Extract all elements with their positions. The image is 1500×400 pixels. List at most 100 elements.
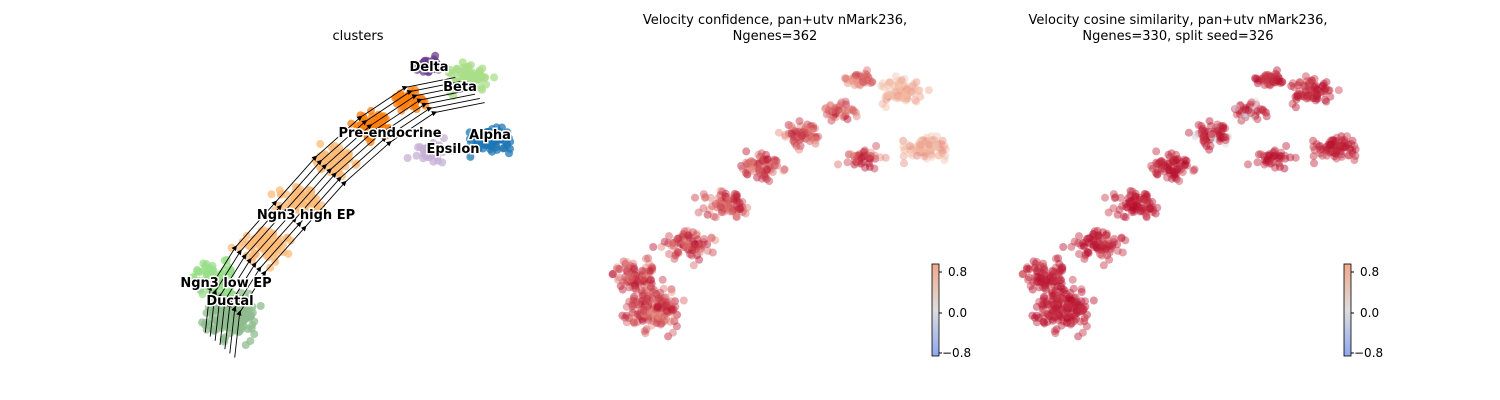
cell-point [1247,109,1255,117]
cell-point [1140,194,1149,203]
cell-point [881,92,890,101]
cell-point [902,85,911,94]
cell-point [863,66,871,75]
cell-point [630,279,639,288]
cell-point [1051,307,1059,315]
cell-point [721,192,730,201]
cell-point [657,319,665,328]
cell-point [908,151,917,160]
cell-point [1051,286,1060,295]
cluster-label-ductal: Ductal [206,294,253,309]
cell-point [654,302,663,311]
cell-point [929,143,938,152]
cell-point [639,277,648,286]
cell-point [837,109,845,117]
cell-point [1142,193,1151,201]
cell-point [850,72,858,81]
cell-point [1113,210,1122,219]
cell-point [759,158,768,167]
cell-point [1170,155,1179,164]
cell-point [854,72,863,81]
cell-point [656,288,665,297]
cell-point [1159,158,1168,167]
cell-point [1318,145,1327,154]
cell-point [637,306,646,315]
cell-point [1070,237,1079,246]
cell-point [792,133,801,142]
cell-point [890,92,899,101]
cell-point [675,233,684,242]
cell-point [920,152,929,161]
cell-point [719,202,728,211]
cell-point [1049,295,1058,304]
cell-point [1119,212,1128,221]
cell-point [1189,166,1198,175]
cell-point [1101,193,1109,202]
cell-point [846,105,855,114]
cell-point [1251,97,1260,106]
cell-point [789,137,798,146]
cell-point [1084,248,1092,257]
cell-point [1260,156,1269,165]
cell-point [674,238,683,247]
cell-point [1173,155,1182,164]
cell-point [199,282,208,291]
cell-point [188,273,197,282]
cell-point [644,305,653,314]
cell-point [1040,266,1049,275]
cell-point [1032,302,1041,311]
cell-point [1293,90,1302,99]
cell-point [679,296,688,305]
cell-point [622,302,631,311]
cell-point [1152,147,1161,156]
cell-point [1197,129,1206,138]
cell-point [627,274,636,283]
cell-point [648,299,657,308]
cell-point [1072,307,1081,315]
cell-point [1249,112,1258,121]
cell-point [1074,239,1083,248]
cell-point [657,298,666,307]
cell-point [615,265,624,274]
cell-point [938,148,947,157]
cell-point [1129,202,1138,211]
cell-point [1157,156,1166,165]
cell-point [649,243,658,251]
cell-point [721,205,730,214]
cell-point [1058,294,1067,303]
cell-point [912,97,921,106]
cell-point [711,236,720,245]
cell-point [905,142,913,151]
cell-point [1332,133,1341,142]
cell-point [1265,151,1274,160]
cell-point [621,313,629,322]
cell-point [1269,158,1278,167]
cell-point [624,264,633,273]
cell-point [1244,106,1253,115]
cell-point [1336,144,1345,153]
cell-point [1221,133,1229,141]
cell-point [759,156,768,165]
cell-point [859,148,868,157]
cell-point [1321,84,1330,93]
cell-point [466,145,475,154]
cell-point [1042,277,1051,286]
cell-point [1058,266,1067,275]
cell-point [1260,160,1269,169]
cell-point [679,230,688,239]
cell-point [1059,287,1068,296]
cell-point [1064,294,1073,303]
cell-point [1211,124,1219,133]
cell-point [843,74,851,83]
cell-point [909,81,917,90]
cell-point [641,307,649,315]
cluster-labels: Delta Beta Pre-endocrine Alpha Epsilon N… [179,59,513,311]
cluster-label-ngn3-high-ep: Ngn3 high EP [257,208,355,223]
cell-point [1267,76,1276,85]
cell-point [722,198,731,207]
cell-point [903,85,912,94]
cell-point [762,175,771,183]
cell-point [1105,241,1114,250]
cell-point [1301,88,1310,96]
cell-point [834,106,843,115]
